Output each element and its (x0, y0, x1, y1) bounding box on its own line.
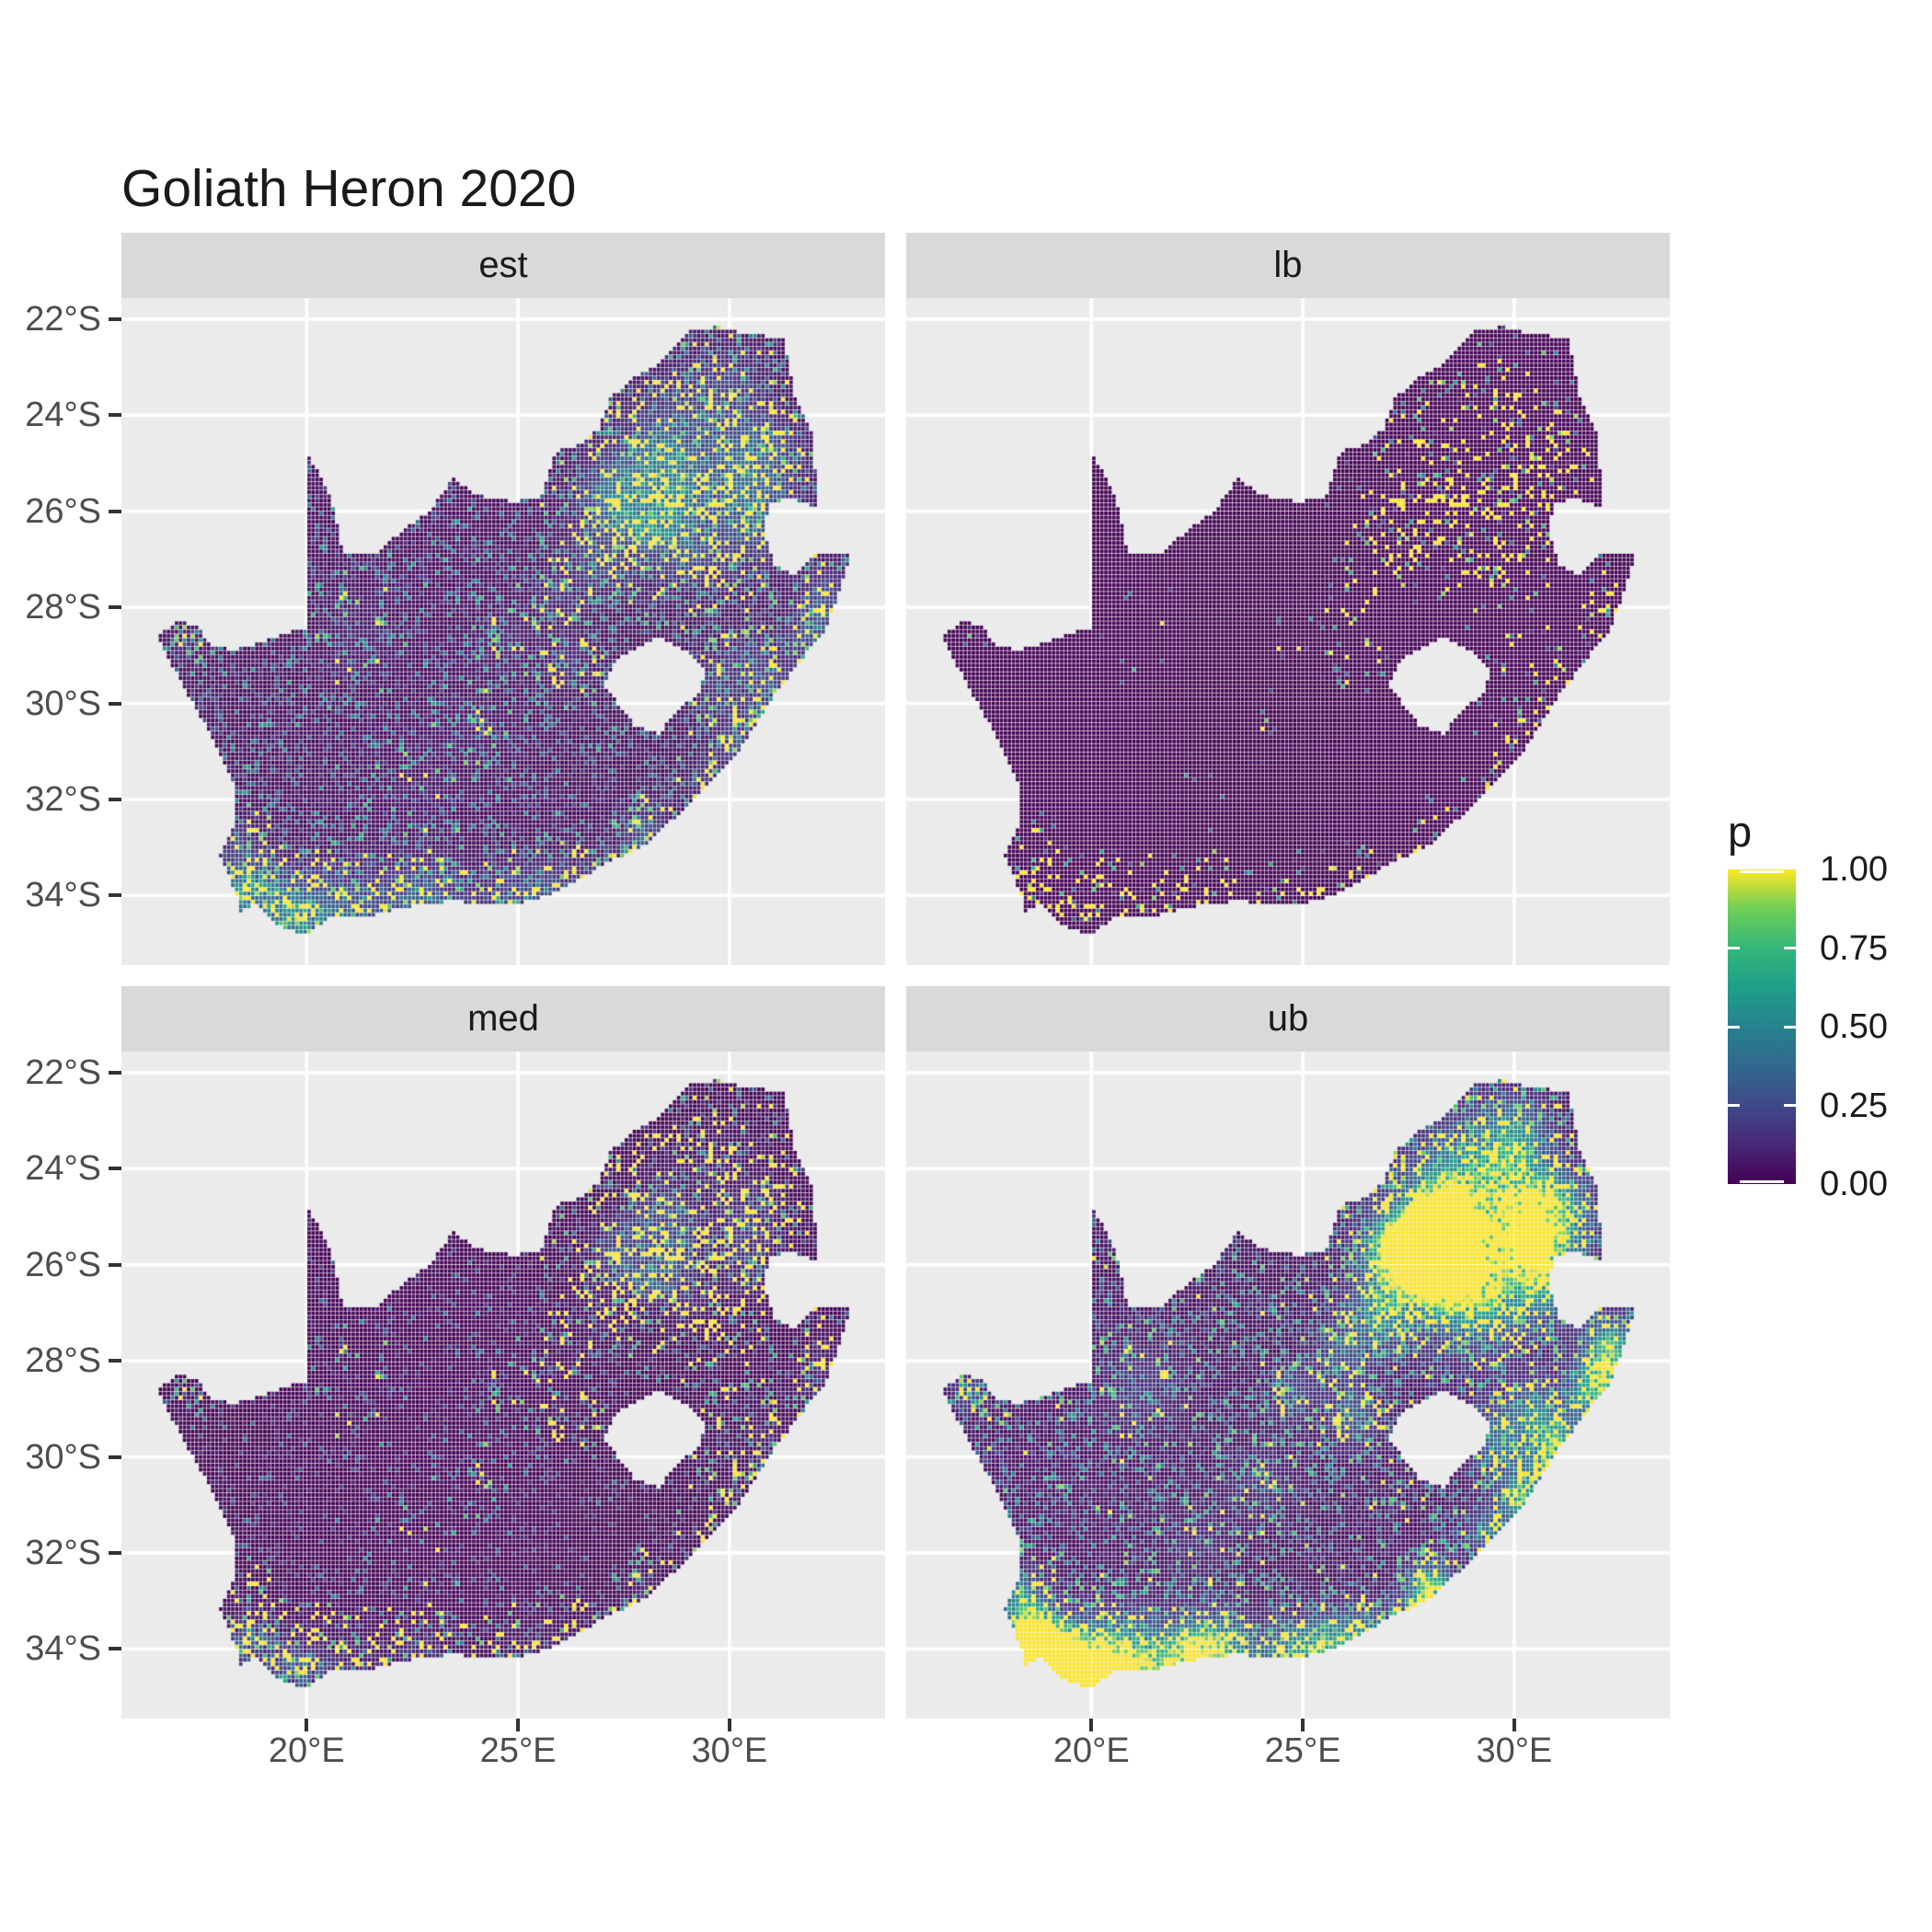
facet-strip-label-lb: lb (1273, 245, 1303, 285)
y-tick-mark (109, 1070, 121, 1075)
map-canvas-est (121, 298, 885, 965)
x-tick-label: 25°E (1264, 1731, 1341, 1770)
legend-label: 0.25 (1820, 1086, 1888, 1125)
facet-strip-ub: ub (906, 986, 1670, 1052)
x-tick-mark (1301, 1719, 1305, 1731)
facet-strip-est: est (121, 233, 885, 298)
y-tick-label: 34°S (25, 1629, 101, 1669)
legend-label: 1.00 (1820, 850, 1888, 889)
legend-tick-mark (1728, 1025, 1740, 1029)
y-tick-mark (109, 605, 121, 610)
x-tick-label: 30°E (691, 1731, 768, 1770)
facet-strip-lb: lb (906, 233, 1670, 298)
x-tick-label: 20°E (268, 1731, 345, 1770)
legend-tick-mark (1728, 1104, 1740, 1107)
legend-title: p (1728, 807, 1753, 856)
y-tick-label: 28°S (25, 588, 101, 627)
y-tick-mark (109, 893, 121, 898)
y-tick-label: 34°S (25, 876, 101, 915)
facet-strip-label-ub: ub (1267, 998, 1309, 1039)
y-tick-label: 30°S (25, 1437, 101, 1477)
y-tick-label: 32°S (25, 779, 101, 819)
y-tick-label: 22°S (25, 1052, 101, 1092)
y-tick-label: 32°S (25, 1533, 101, 1572)
x-tick-label: 20°E (1052, 1731, 1130, 1770)
facet-strip-med: med (121, 986, 885, 1052)
x-tick-label: 30°E (1476, 1731, 1553, 1770)
x-tick-mark (1512, 1719, 1516, 1731)
y-tick-label: 22°S (25, 299, 101, 339)
y-tick-label: 24°S (25, 396, 101, 435)
legend-tick-mark (1784, 1104, 1796, 1107)
y-tick-label: 26°S (25, 491, 101, 531)
plot-title: Goliath Heron 2020 (121, 159, 577, 218)
legend-tick-mark (1740, 870, 1784, 873)
map-canvas-ub (906, 1052, 1670, 1719)
y-tick-label: 24°S (25, 1149, 101, 1189)
map-canvas-med (121, 1052, 885, 1719)
legend-label: 0.00 (1820, 1165, 1888, 1203)
facet-strip-label-med: med (467, 998, 539, 1039)
legend-tick-mark (1728, 947, 1740, 949)
x-tick-mark (1089, 1719, 1094, 1731)
y-tick-mark (109, 797, 121, 801)
facet-strip-label-est: est (478, 245, 528, 285)
y-tick-mark (109, 1550, 121, 1555)
y-tick-mark (109, 701, 121, 706)
y-tick-label: 26°S (25, 1245, 101, 1284)
y-tick-mark (109, 1167, 121, 1171)
x-tick-mark (305, 1719, 309, 1731)
y-tick-mark (109, 1262, 121, 1267)
legend-label: 0.50 (1820, 1007, 1888, 1046)
x-tick-mark (727, 1719, 731, 1731)
y-tick-mark (109, 413, 121, 418)
y-tick-mark (109, 1359, 121, 1363)
y-tick-label: 30°S (25, 684, 101, 723)
y-tick-mark (109, 1647, 121, 1651)
y-tick-mark (109, 1455, 121, 1459)
x-tick-label: 25°E (479, 1731, 557, 1770)
map-canvas-lb (906, 298, 1670, 965)
legend-label: 0.75 (1820, 928, 1888, 968)
y-tick-mark (109, 316, 121, 321)
x-tick-mark (516, 1719, 521, 1731)
legend-tick-mark (1784, 947, 1796, 949)
y-tick-label: 28°S (25, 1341, 101, 1381)
legend-tick-mark (1784, 1025, 1796, 1029)
legend-tick-mark (1740, 1180, 1784, 1183)
y-tick-mark (109, 509, 121, 513)
